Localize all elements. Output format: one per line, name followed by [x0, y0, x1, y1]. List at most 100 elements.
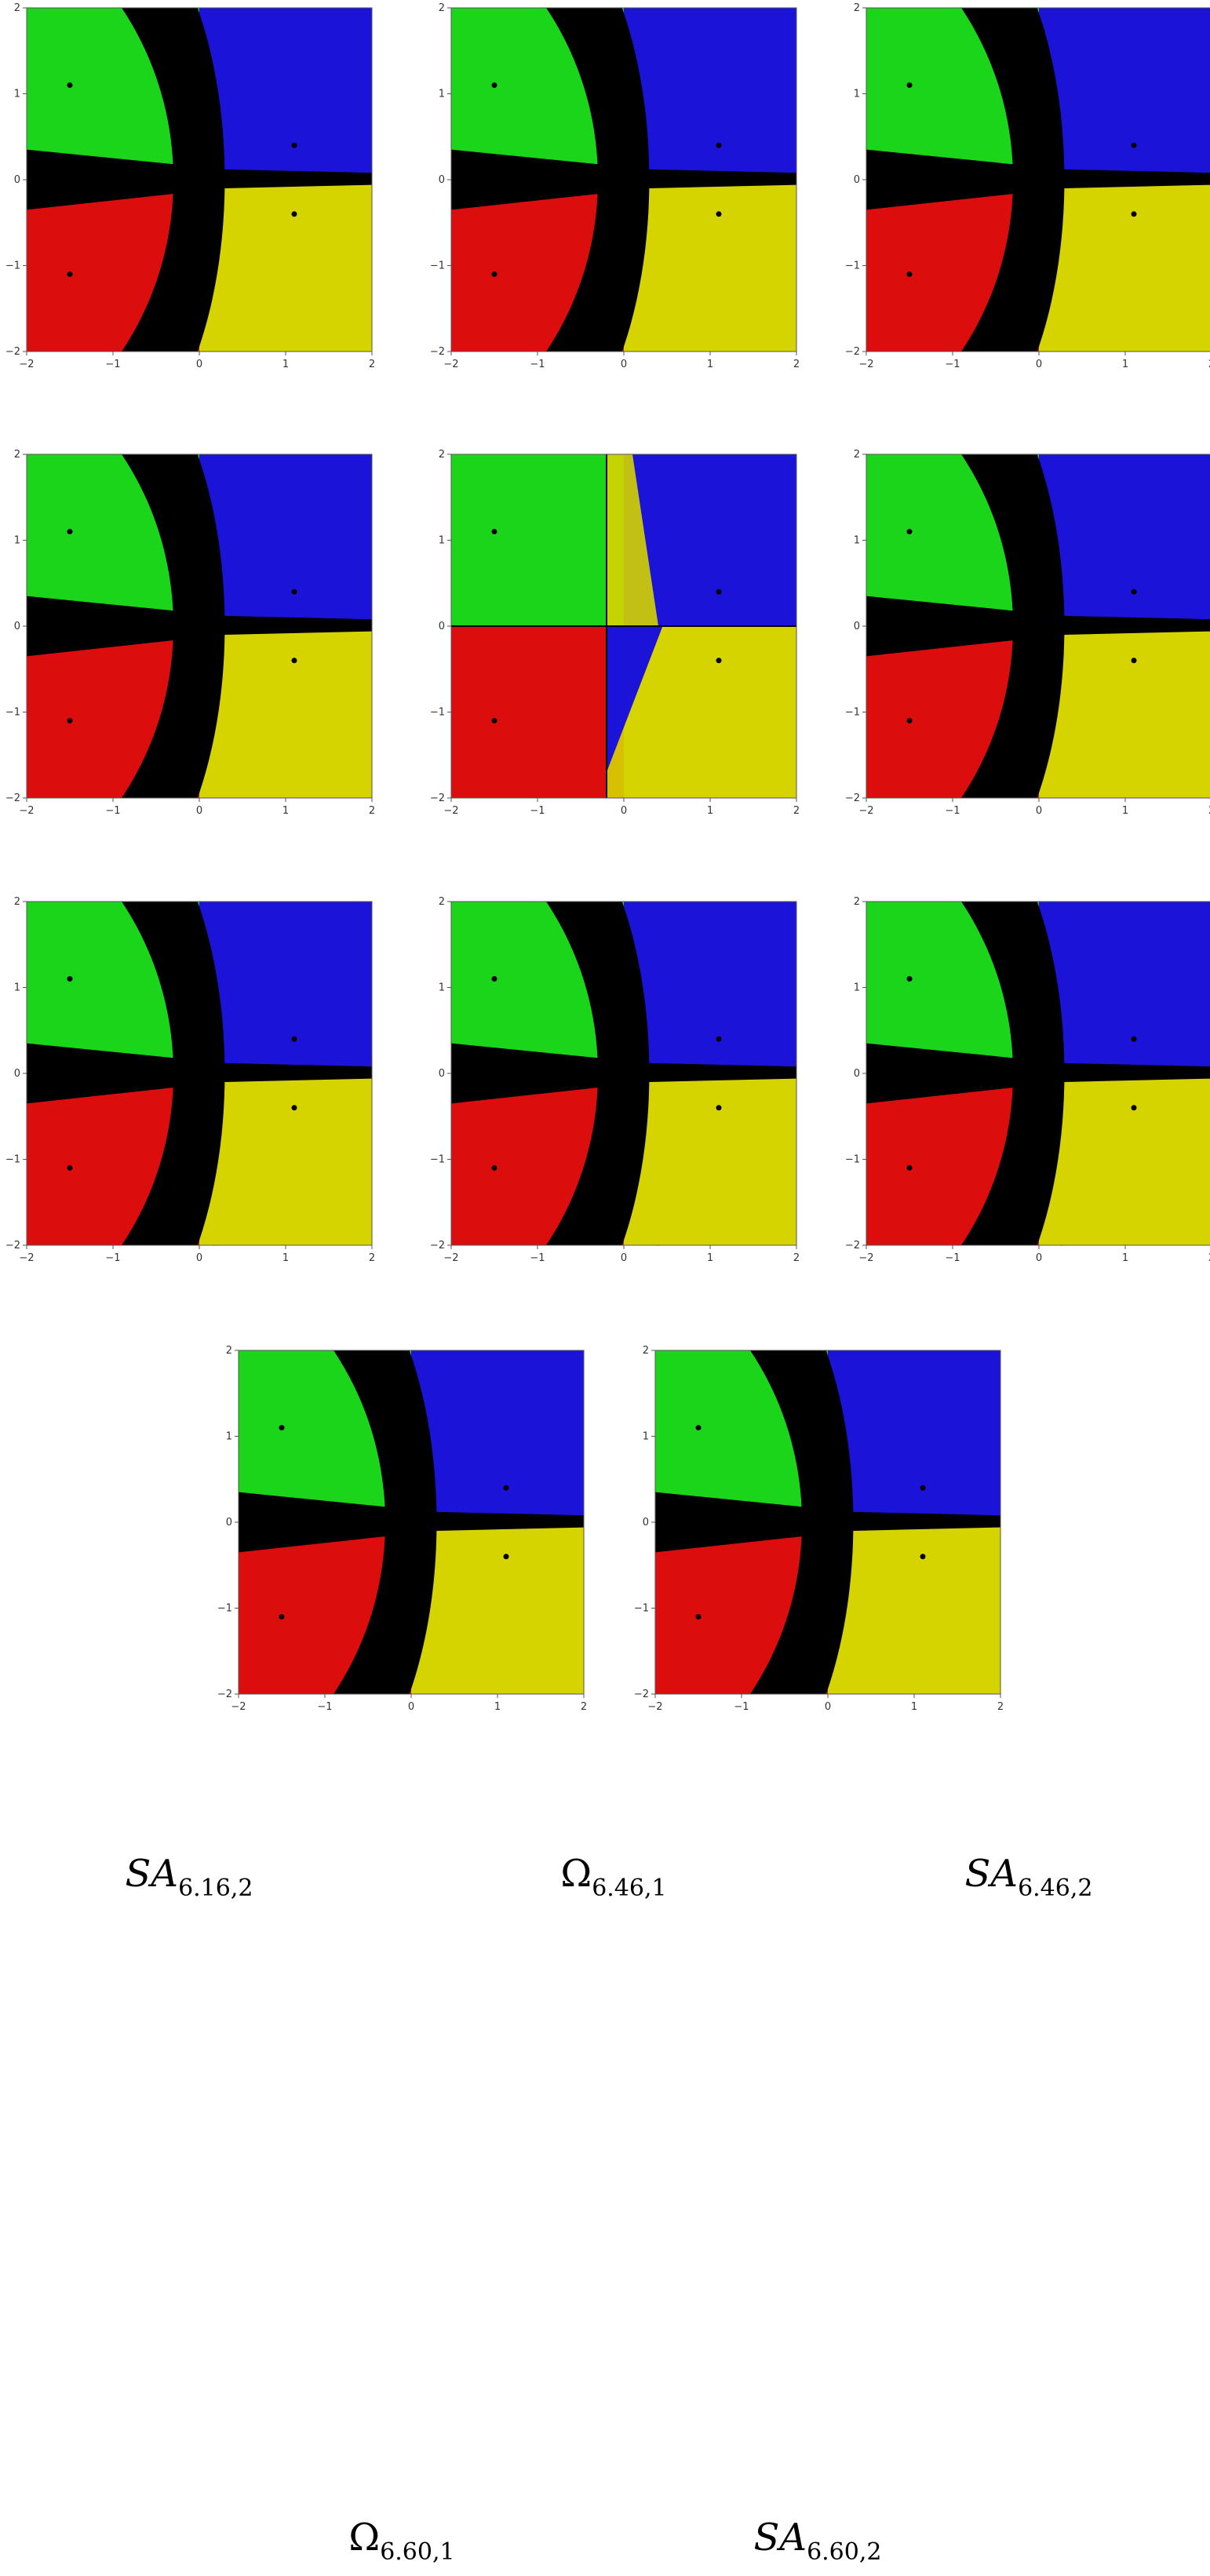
root-marker — [279, 1425, 285, 1431]
panel-caption: Ω6.60,1 — [213, 2514, 590, 2576]
y-tick-label: −2 — [634, 1689, 649, 1700]
root-marker — [491, 529, 497, 535]
root-marker — [716, 211, 722, 217]
basin-plot-4: −2 −1 0 1 2 2 1 0 −1 −2 — [0, 446, 378, 825]
caption-subscript: 6.60,2 — [807, 2538, 882, 2566]
x-tick-label: −2 — [858, 805, 873, 817]
root-marker — [291, 1036, 297, 1042]
x-tick-label: 2 — [1208, 359, 1210, 370]
y-tick-label: 0 — [439, 1068, 445, 1080]
y-tick-label: 0 — [14, 1068, 20, 1080]
x-tick-label: 0 — [196, 1252, 202, 1264]
y-tick-label: 1 — [14, 535, 20, 547]
root-marker — [291, 1105, 297, 1111]
basin-plot-8: −2 −1 0 1 2 2 1 0 −1 −2 — [425, 894, 803, 1272]
caption-subscript: 6.46,2 — [1018, 1875, 1093, 1902]
root-marker — [67, 1164, 73, 1171]
x-tick-label: −1 — [105, 359, 120, 370]
root-marker — [1131, 588, 1137, 595]
root-marker — [716, 1105, 722, 1111]
plot-area — [27, 902, 372, 1245]
x-tick-label: 2 — [1208, 1252, 1210, 1264]
x-tick-label: −2 — [443, 359, 458, 370]
x-tick-label: −2 — [19, 359, 34, 370]
x-tick-label: −1 — [734, 1701, 749, 1713]
root-marker — [906, 529, 913, 535]
y-tick-label: 1 — [226, 1431, 232, 1443]
root-marker — [491, 1164, 497, 1171]
y-tick-label: −1 — [430, 261, 445, 272]
plot-area — [451, 902, 796, 1245]
basin-plot-11: −2 −1 0 1 2 2 1 0 −1 −2 — [629, 1343, 1007, 1721]
root-marker — [1131, 1036, 1137, 1042]
y-tick-label: −2 — [845, 792, 860, 804]
root-marker — [716, 588, 722, 595]
y-tick-label: 2 — [14, 896, 20, 908]
x-tick-label: 1 — [1122, 359, 1128, 370]
plot-area — [866, 454, 1210, 798]
y-tick-label: 1 — [14, 982, 20, 994]
y-tick-label: 2 — [439, 896, 445, 908]
y-tick-label: 2 — [854, 896, 860, 908]
y-tick-label: 1 — [854, 89, 860, 100]
x-tick-label: −2 — [231, 1701, 246, 1713]
y-tick-label: 2 — [14, 2, 20, 14]
root-marker — [67, 976, 73, 982]
root-marker — [906, 1164, 913, 1171]
y-tick-label: −2 — [5, 1240, 20, 1252]
root-marker — [695, 1425, 702, 1431]
plot-area — [866, 8, 1210, 352]
root-marker — [291, 658, 297, 664]
root-marker — [67, 529, 73, 535]
root-marker — [491, 717, 497, 723]
y-tick-label: 1 — [854, 982, 860, 994]
root-marker — [291, 588, 297, 595]
root-marker — [279, 1613, 285, 1620]
root-marker — [716, 658, 722, 664]
root-marker — [1131, 658, 1137, 664]
y-tick-label: 2 — [439, 449, 445, 461]
root-marker — [67, 271, 73, 277]
basin-plot-10: −2 −1 0 1 2 2 1 0 −1 −2 — [212, 1343, 590, 1721]
y-tick-label: −2 — [5, 346, 20, 358]
caption-subscript: 6.16,2 — [178, 1875, 253, 1902]
x-tick-label: −2 — [647, 1701, 662, 1713]
x-tick-label: 1 — [282, 1252, 289, 1264]
x-tick-label: 1 — [1122, 1252, 1128, 1264]
x-tick-label: 1 — [707, 805, 713, 817]
x-tick-label: 1 — [707, 1252, 713, 1264]
x-tick-label: −1 — [530, 359, 545, 370]
plot-area — [655, 1350, 1000, 1694]
x-tick-label: 2 — [1208, 805, 1210, 817]
basin-plot-3: −2 −1 0 1 2 2 1 0 −1 −2 — [840, 0, 1210, 378]
y-tick-label: −1 — [5, 261, 20, 272]
x-tick-label: −2 — [19, 805, 34, 817]
y-tick-label: −1 — [5, 1154, 20, 1166]
x-tick-label: −1 — [945, 805, 960, 817]
caption-subscript: 6.60,1 — [380, 2538, 455, 2566]
caption-symbol: Ω — [348, 2516, 381, 2560]
root-marker — [291, 142, 297, 148]
basin-plot-9: −2 −1 0 1 2 2 1 0 −1 −2 — [840, 894, 1210, 1272]
y-tick-label: −2 — [430, 346, 445, 358]
y-tick-label: 2 — [226, 1345, 232, 1357]
x-tick-label: −1 — [530, 805, 545, 817]
x-tick-label: −1 — [945, 359, 960, 370]
x-tick-label: 2 — [997, 1701, 1004, 1713]
x-tick-label: 0 — [1036, 1252, 1042, 1264]
plot-area — [866, 902, 1210, 1245]
y-tick-label: 1 — [643, 1431, 649, 1443]
x-tick-label: −1 — [317, 1701, 332, 1713]
panel-caption: SA6.60,2 — [629, 2514, 1006, 2576]
root-marker — [906, 976, 913, 982]
y-tick-label: −1 — [845, 1154, 860, 1166]
y-tick-label: 2 — [854, 449, 860, 461]
x-tick-label: 2 — [369, 1252, 375, 1264]
caption-symbol: SA — [753, 2516, 807, 2560]
y-tick-label: 1 — [854, 535, 860, 547]
x-tick-label: −2 — [858, 1252, 873, 1264]
x-tick-label: −2 — [443, 1252, 458, 1264]
x-tick-label: 1 — [911, 1701, 917, 1713]
y-tick-label: 2 — [14, 449, 20, 461]
root-marker — [503, 1554, 509, 1560]
